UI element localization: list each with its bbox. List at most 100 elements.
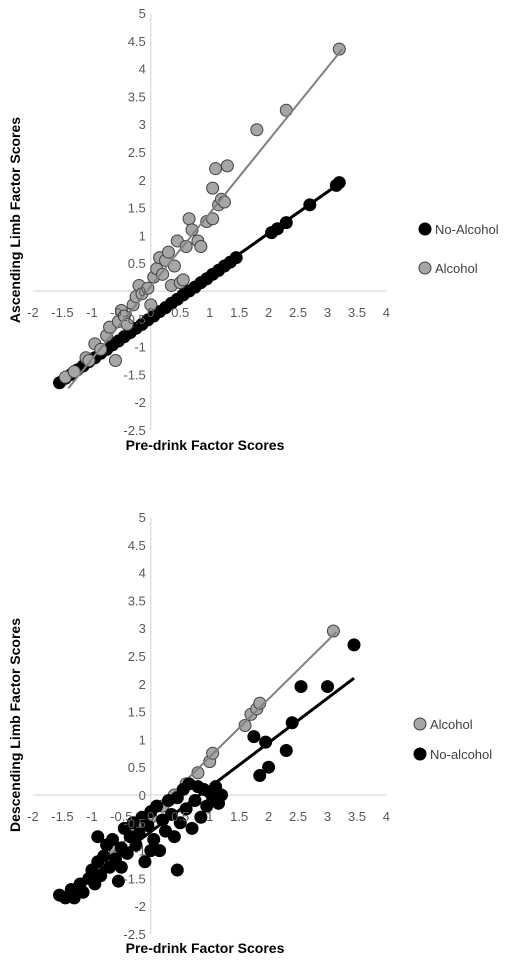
y-tick-label: 3.5 [128,89,146,104]
data-point [67,365,81,379]
legend-label-alcohol: Alcohol [430,717,473,732]
data-point [253,769,267,783]
y-tick-label: 0 [139,788,146,803]
data-point [326,624,340,638]
x-tick-label: 1 [206,305,213,320]
y-tick-label: 4.5 [128,538,146,553]
y-tick-label: -1.5 [123,367,145,382]
data-point [173,816,187,830]
legend-marker-alcohol [413,717,427,731]
data-point [150,799,164,813]
data-point [167,830,181,844]
data-point [217,195,231,209]
x-tick-label: 0 [147,305,154,320]
x-tick-label: -0.5 [110,305,132,320]
x-tick-label: -2 [27,305,39,320]
y-axis-title: Descending Limb Factor Scores [7,618,23,832]
data-point [91,830,105,844]
x-axis-title: Pre-drink Factor Scores [126,940,285,956]
y-tick-label: -1 [134,844,146,859]
legend-label-alcohol: Alcohol [435,261,478,276]
data-point [114,860,128,874]
data-point [108,354,122,367]
data-point [321,680,334,694]
data-point [250,123,264,137]
y-tick-label: 5 [139,6,146,21]
y-tick-label: 0.5 [128,256,146,271]
y-tick-label: 4.5 [128,34,146,49]
data-point [106,832,120,846]
legend-marker-alcohol [418,261,432,275]
x-tick-label: 3 [324,809,331,824]
data-point [206,181,220,195]
trendline-no-alcohol [73,677,355,891]
data-point [161,245,175,259]
data-point [238,719,252,732]
x-tick-label: 2.5 [289,305,307,320]
legend-marker-no-alcohol [413,747,427,761]
x-tick-label: 0.5 [171,809,189,824]
data-point [247,730,261,744]
data-point [262,760,276,774]
data-point [194,810,208,824]
y-tick-label: 2.5 [128,145,146,160]
data-point [220,159,234,173]
y-tick-label: 5 [139,510,146,525]
ascending-limb-chart: -2 -1.5 -1 -0.5 0 0.5 1 1.5 2 2.5 3 3.5 4 -2.5-2-1.5… [7,6,499,453]
series-alcohol [58,42,346,389]
y-tick-label: -2 [134,395,146,410]
y-tick-label: -2.5 [123,423,145,438]
data-point [294,680,308,694]
data-point [76,885,90,899]
data-point [97,849,111,863]
legend: Alcohol No-alcohol [413,717,492,762]
trendline-alcohol [67,48,344,389]
x-tick-label: -1.5 [51,809,73,824]
y-tick-label: -1 [134,340,146,355]
data-point [156,267,170,281]
x-tick-label: 0.5 [171,305,189,320]
x-tick-label: -1 [86,305,98,320]
x-tick-label: 3.5 [348,809,366,824]
series-no-alcohol [53,638,361,905]
y-tick-label: 2 [139,173,146,188]
y-tick-label: -0.5 [123,312,145,327]
x-tick-label: 3.5 [348,305,366,320]
y-axis-title: Ascending Limb Factor Scores [7,117,23,323]
y-tick-label: 1 [139,732,146,747]
y-tick-label: 1.5 [128,705,146,720]
y-tick-label: 1.5 [128,201,146,216]
y-tick-label: 4 [139,62,146,77]
data-point [182,212,196,226]
data-point [170,863,184,877]
y-tick-label: 3 [139,117,146,132]
series-no-alcohol [53,176,346,390]
data-point [138,855,152,869]
x-tick-label: 4 [383,305,390,320]
x-tick-label: 0 [147,809,154,824]
y-tick-label: 4 [139,566,146,581]
x-tick-label: 1.5 [230,305,248,320]
data-point [147,832,161,846]
x-tick-label: 1.5 [230,809,248,824]
legend-label-no-alcohol: No-Alcohol [435,222,499,237]
data-point [179,240,193,254]
x-tick-label: -2 [27,809,39,824]
data-point [141,819,155,833]
data-point [185,821,199,835]
data-point [209,162,223,176]
legend-marker-no-alcohol [418,222,432,236]
legend: No-Alcohol Alcohol [418,222,499,276]
series-alcohol [73,624,340,892]
data-point [144,298,158,312]
data-point [191,766,205,780]
y-tick-label: 3 [139,621,146,636]
y-tick-label: 0.5 [128,760,146,775]
x-axis-title: Pre-drink Factor Scores [126,437,285,453]
x-tick-label: 3 [324,305,331,320]
y-tick-label: 1 [139,228,146,243]
data-point [332,42,346,56]
legend-label-no-alcohol: No-alcohol [430,747,492,762]
data-point [253,696,267,710]
